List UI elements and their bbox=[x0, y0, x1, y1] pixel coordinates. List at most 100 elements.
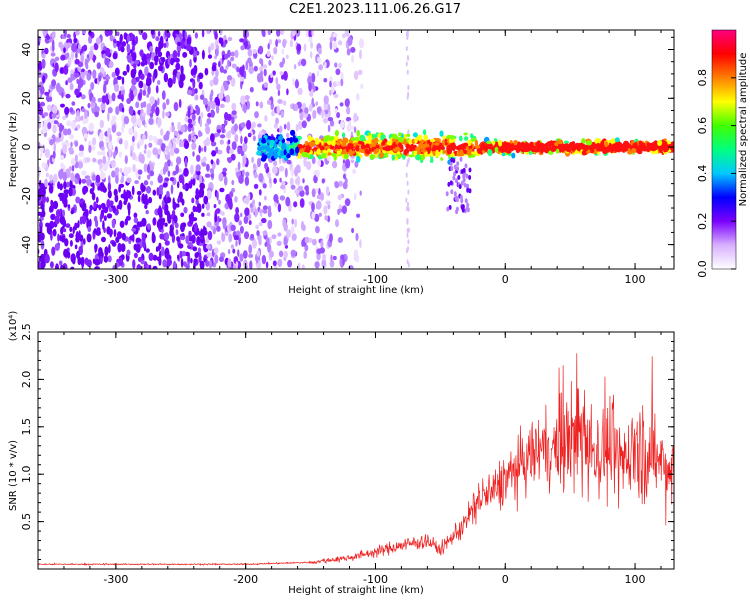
noise-cell bbox=[219, 187, 225, 193]
noise-cell bbox=[45, 172, 50, 178]
noise-cell bbox=[286, 88, 289, 96]
noise-cell bbox=[286, 229, 292, 238]
noise-cell bbox=[187, 242, 193, 247]
signal-cell bbox=[307, 134, 312, 142]
noise-cell bbox=[152, 189, 157, 196]
noise-cell bbox=[277, 39, 281, 44]
noise-cell bbox=[163, 72, 169, 83]
noise-cell bbox=[261, 254, 267, 265]
noise-cell bbox=[204, 67, 209, 76]
noise-cell bbox=[320, 239, 324, 249]
signal-cell bbox=[341, 132, 346, 138]
noise-cell bbox=[282, 100, 287, 106]
noise-cell bbox=[74, 88, 80, 96]
noise-cell bbox=[184, 182, 190, 192]
noise-cell bbox=[83, 238, 86, 245]
noise-cell bbox=[206, 221, 212, 228]
noise-cell bbox=[337, 209, 340, 216]
noise-cell bbox=[203, 145, 207, 153]
noise-cell bbox=[91, 145, 96, 151]
noise-cell bbox=[158, 211, 163, 218]
noise-cell bbox=[152, 265, 158, 269]
signal-cell bbox=[315, 140, 320, 145]
noise-cell bbox=[175, 57, 180, 63]
noise-cell bbox=[98, 247, 103, 255]
signal-cell bbox=[486, 140, 492, 145]
noise-cell bbox=[246, 30, 250, 38]
noise-cell bbox=[174, 147, 180, 154]
noise-cell bbox=[307, 30, 312, 37]
noise-cell bbox=[312, 109, 317, 119]
signal-cell bbox=[521, 141, 525, 147]
signal-cell bbox=[465, 173, 469, 179]
noise-cell bbox=[219, 256, 224, 263]
noise-cell bbox=[57, 181, 61, 190]
noise-cell bbox=[214, 254, 219, 264]
noise-cell bbox=[326, 185, 330, 196]
noise-cell bbox=[334, 108, 338, 114]
noise-cell bbox=[96, 62, 102, 70]
noise-cell bbox=[271, 234, 277, 240]
noise-cell bbox=[176, 44, 182, 53]
signal-cell bbox=[408, 154, 414, 158]
noise-cell bbox=[88, 122, 95, 132]
y-tick-label-top: -40 bbox=[20, 236, 33, 254]
noise-cell bbox=[405, 197, 408, 203]
noise-cell bbox=[312, 238, 317, 246]
noise-cell bbox=[119, 220, 125, 228]
noise-cell bbox=[262, 183, 267, 189]
noise-cell bbox=[89, 45, 95, 51]
noise-cell bbox=[352, 168, 357, 174]
noise-cell bbox=[235, 240, 238, 247]
noise-cell bbox=[107, 255, 112, 263]
signal-cell bbox=[657, 140, 662, 147]
noise-cell bbox=[252, 238, 257, 249]
signal-cell bbox=[398, 132, 402, 137]
signal-cell bbox=[391, 133, 398, 139]
signal-cell bbox=[596, 147, 602, 152]
noise-cell bbox=[115, 106, 120, 115]
noise-cell bbox=[160, 168, 164, 176]
snr-series-line bbox=[38, 353, 674, 567]
noise-cell bbox=[58, 260, 63, 266]
noise-cell bbox=[161, 90, 166, 100]
noise-cell bbox=[299, 112, 304, 121]
noise-cell bbox=[66, 128, 72, 136]
noise-cell bbox=[42, 125, 48, 134]
noise-cell bbox=[99, 256, 103, 265]
noise-cell bbox=[155, 36, 160, 42]
signal-cell bbox=[466, 202, 470, 208]
noise-cell bbox=[355, 93, 360, 101]
signal-cell bbox=[389, 150, 393, 155]
noise-cell bbox=[329, 40, 333, 51]
noise-cell bbox=[172, 50, 178, 60]
noise-cell bbox=[52, 124, 57, 134]
noise-cell bbox=[104, 30, 110, 37]
noise-cell bbox=[62, 218, 66, 228]
signal-cell bbox=[422, 143, 427, 149]
signal-cell bbox=[391, 138, 396, 143]
noise-cell bbox=[38, 260, 42, 269]
noise-cell bbox=[76, 48, 81, 54]
noise-cell bbox=[69, 133, 74, 140]
noise-cell bbox=[122, 70, 128, 76]
noise-cell bbox=[210, 173, 214, 178]
noise-cell bbox=[148, 142, 153, 148]
noise-cell bbox=[147, 58, 151, 65]
signal-cell bbox=[403, 138, 407, 146]
noise-cell bbox=[178, 98, 182, 108]
noise-cell bbox=[140, 259, 145, 265]
noise-cell bbox=[70, 158, 76, 166]
noise-cell bbox=[48, 96, 53, 102]
noise-cell bbox=[407, 206, 410, 212]
signal-cell bbox=[480, 146, 484, 150]
noise-cell bbox=[239, 225, 244, 234]
noise-cell bbox=[97, 151, 103, 156]
noise-cell bbox=[133, 130, 138, 141]
noise-cell bbox=[180, 40, 185, 49]
noise-cell bbox=[121, 90, 125, 96]
noise-cell bbox=[189, 58, 192, 68]
noise-cell bbox=[149, 112, 154, 118]
noise-cell bbox=[116, 75, 122, 80]
noise-cell bbox=[85, 157, 91, 163]
